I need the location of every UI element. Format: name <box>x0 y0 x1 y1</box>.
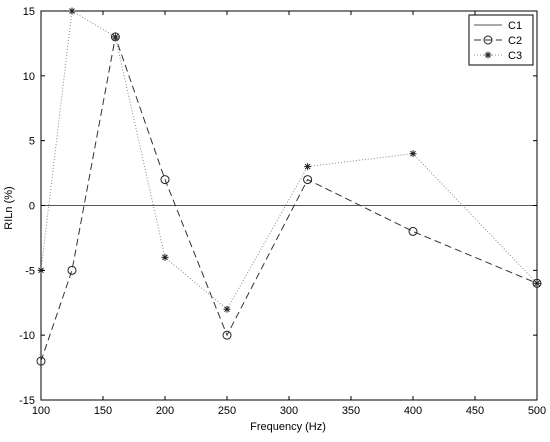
c2-point-5 <box>303 175 313 185</box>
x-tick-label: 200 <box>156 405 174 417</box>
y-tick-label: 0 <box>29 201 35 213</box>
x-tick-label: 300 <box>280 405 298 417</box>
x-tick-label: 250 <box>218 405 236 417</box>
c3-point-legend <box>484 51 492 59</box>
y-tick-label: 15 <box>23 6 35 18</box>
c3-point-7 <box>533 279 541 287</box>
c2-point-1 <box>67 265 77 275</box>
series-c2-line <box>40 34 538 362</box>
c3-point-1 <box>68 7 76 15</box>
y-tick-label: -15 <box>19 395 35 407</box>
c3-point-4 <box>223 305 231 313</box>
x-tick-label: 450 <box>466 405 484 417</box>
x-tick-label: 500 <box>528 405 546 417</box>
c2-point-3 <box>160 175 170 185</box>
y-tick-label: -5 <box>25 265 35 277</box>
c3-point-2 <box>111 33 119 41</box>
c2-point-4 <box>222 330 232 340</box>
c2-point-6 <box>408 226 418 236</box>
y-axis-label: RILn (%) <box>3 186 15 229</box>
c2-point-0 <box>36 356 46 366</box>
legend-label-c1: C1 <box>508 20 522 32</box>
x-tick-label: 100 <box>32 405 50 417</box>
legend-label-c2: C2 <box>508 35 522 47</box>
x-axis-label: Frequency (Hz) <box>250 421 326 433</box>
legend: C1 C2 C3 <box>468 14 534 66</box>
series-c3 <box>37 7 541 313</box>
x-tick-label: 150 <box>94 405 112 417</box>
c3-point-3 <box>161 253 169 261</box>
c2-point-2 <box>110 32 120 42</box>
legend-item-c1: C1 <box>474 20 522 32</box>
c3-point-5 <box>304 163 312 171</box>
x-tick-label: 400 <box>404 405 422 417</box>
legend-item-c2: C2 <box>474 35 522 47</box>
series-c3-line <box>40 10 538 310</box>
c2-point-7 <box>532 278 542 288</box>
c3-point-6 <box>409 150 417 158</box>
legend-item-c3: C3 <box>474 50 522 62</box>
legend-label-c3: C3 <box>508 50 522 62</box>
series-c2 <box>36 32 542 366</box>
y-tick-label: -10 <box>19 330 35 342</box>
y-tick-label: 5 <box>29 136 35 148</box>
x-tick-label: 350 <box>342 405 360 417</box>
c2-point-legend <box>483 35 493 45</box>
y-tick-label: 10 <box>23 71 35 83</box>
